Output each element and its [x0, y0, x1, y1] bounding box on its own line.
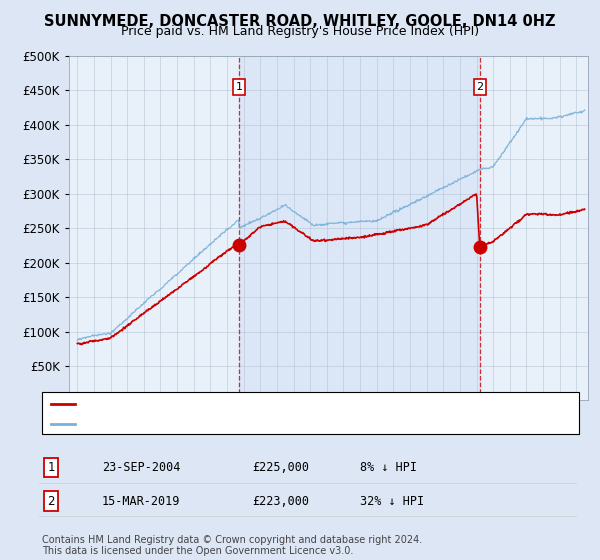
Text: Price paid vs. HM Land Registry's House Price Index (HPI): Price paid vs. HM Land Registry's House … [121, 25, 479, 38]
Text: SUNNYMEDE, DONCASTER ROAD, WHITLEY, GOOLE, DN14 0HZ: SUNNYMEDE, DONCASTER ROAD, WHITLEY, GOOL… [44, 14, 556, 29]
Text: 2: 2 [476, 82, 484, 92]
Bar [239, 56, 480, 400]
Text: 23-SEP-2004: 23-SEP-2004 [102, 461, 181, 474]
Text: HPI: Average price, detached house, North Yorkshire: HPI: Average price, detached house, Nort… [81, 419, 354, 429]
Text: 32% ↓ HPI: 32% ↓ HPI [360, 494, 424, 508]
Text: 1: 1 [236, 82, 242, 92]
Text: SUNNYMEDE, DONCASTER ROAD, WHITLEY, GOOLE, DN14 0HZ (detached house): SUNNYMEDE, DONCASTER ROAD, WHITLEY, GOOL… [81, 399, 503, 409]
Text: 8% ↓ HPI: 8% ↓ HPI [360, 461, 417, 474]
Text: 1: 1 [47, 461, 55, 474]
Text: £223,000: £223,000 [252, 494, 309, 508]
Text: 15-MAR-2019: 15-MAR-2019 [102, 494, 181, 508]
Text: 2: 2 [47, 494, 55, 508]
Text: £225,000: £225,000 [252, 461, 309, 474]
Text: Contains HM Land Registry data © Crown copyright and database right 2024.
This d: Contains HM Land Registry data © Crown c… [42, 535, 422, 557]
